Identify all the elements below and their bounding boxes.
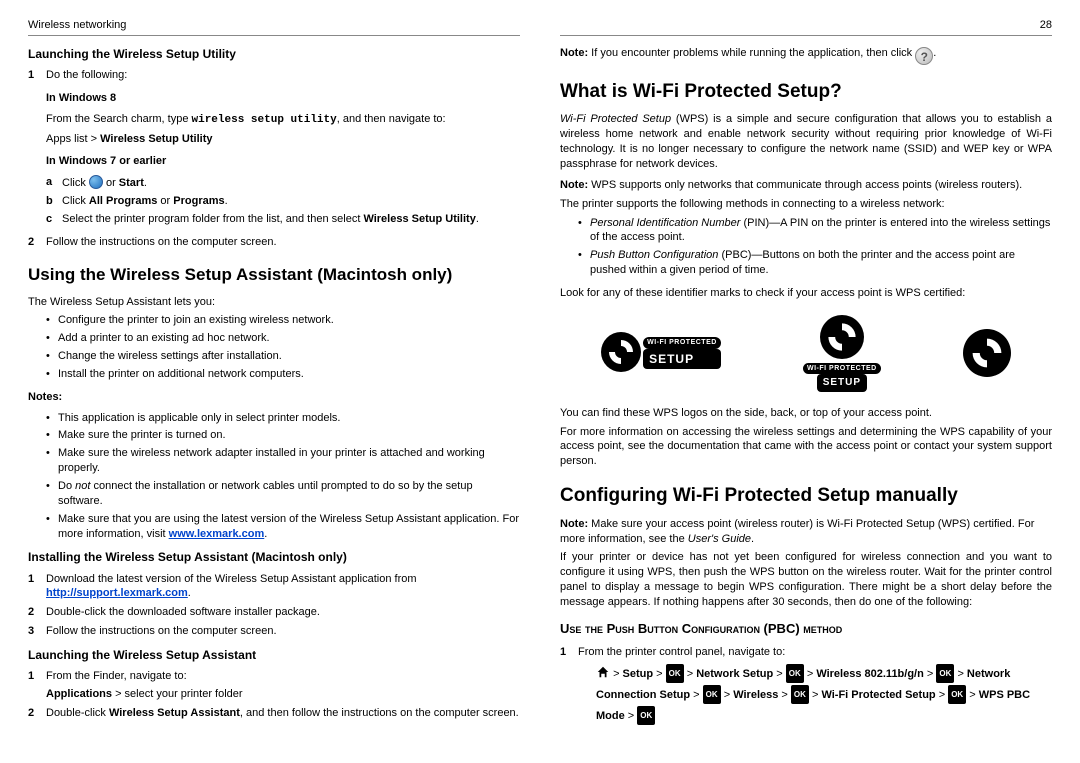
left-column: Wireless networking 28 Launching the Wir… [28, 18, 520, 735]
heading-install-mac: Installing the Wireless Setup Assistant … [28, 549, 520, 565]
wps-logo-row: WI-FI PROTECTED SETUP WI-FI PROTECTED SE… [560, 315, 1052, 392]
note-item: Make sure the printer is turned on. [46, 428, 520, 443]
launch-step: 2 Double-click Wireless Setup Assistant,… [28, 706, 520, 721]
step-2: 2 Follow the instructions on the compute… [28, 235, 520, 250]
page-number: 28 [1040, 18, 1052, 33]
substep-c: c Select the printer program folder from… [46, 212, 520, 227]
cfg-paragraph: If your printer or device has not yet be… [560, 550, 1052, 609]
wps-logo-2: WI-FI PROTECTED SETUP [803, 315, 881, 392]
note-top: Note: If you encounter problems while ru… [560, 46, 1052, 65]
wps-note: Note: WPS supports only networks that co… [560, 178, 1052, 193]
page-header-left: Wireless networking 28 [28, 18, 520, 36]
ok-icon: OK [791, 685, 809, 704]
wps-logos-caption: You can find these WPS logos on the side… [560, 406, 1052, 421]
ok-icon: OK [666, 664, 684, 683]
install-step: 2 Double-click the downloaded software i… [28, 605, 520, 620]
notes-heading: Notes: [28, 390, 520, 405]
ok-icon: OK [948, 685, 966, 704]
win8-line: From the Search charm, type wireless set… [46, 112, 520, 128]
wps-paragraph: Wi-Fi Protected Setup (WPS) is a simple … [560, 112, 1052, 171]
note-item: Make sure the wireless network adapter i… [46, 446, 520, 476]
mac-intro: The Wireless Setup Assistant lets you: [28, 295, 520, 310]
note-item: Make sure that you are using the latest … [46, 512, 520, 542]
wps-methods-intro: The printer supports the following metho… [560, 197, 1052, 212]
launch-step: 1 From the Finder, navigate to: Applicat… [28, 669, 520, 702]
ok-icon: OK [936, 664, 954, 683]
mac-bullet: Change the wireless settings after insta… [46, 349, 520, 364]
win8-path: Apps list > Wireless Setup Utility [46, 132, 520, 147]
help-icon[interactable]: ? [915, 47, 933, 65]
mac-bullet: Add a printer to an existing ad hoc netw… [46, 331, 520, 346]
wps-more-info: For more information on accessing the wi… [560, 425, 1052, 470]
heading-mac-assistant: Using the Wireless Setup Assistant (Maci… [28, 264, 520, 287]
wps-logo-1: WI-FI PROTECTED SETUP [601, 332, 721, 374]
heading-win8: In Windows 8 [46, 91, 520, 106]
heading-launch-utility: Launching the Wireless Setup Utility [28, 46, 520, 62]
wps-method: Personal Identification Number (PIN)—A P… [578, 216, 1052, 246]
heading-what-is-wps: What is Wi-Fi Protected Setup? [560, 79, 1052, 105]
wps-logo-3 [963, 329, 1011, 377]
mac-bullet: Install the printer on additional networ… [46, 367, 520, 382]
note-item: This application is applicable only in s… [46, 411, 520, 426]
start-orb-icon [89, 175, 103, 189]
navigation-path: > Setup > OK > Network Setup > OK > Wire… [596, 664, 1052, 727]
ok-icon: OK [637, 706, 655, 725]
heading-pbc-method: Use the Push Button Configuration (PBC) … [560, 620, 1052, 638]
cfg-note: Note: Make sure your access point (wirel… [560, 517, 1052, 547]
install-step: 3 Follow the instructions on the compute… [28, 624, 520, 639]
heading-configure-wps: Configuring Wi-Fi Protected Setup manual… [560, 483, 1052, 509]
home-icon [596, 665, 610, 679]
step-text: Do the following: [46, 68, 520, 83]
right-column: 28 Note: If you encounter problems while… [560, 18, 1052, 735]
lexmark-link[interactable]: www.lexmark.com [169, 528, 265, 540]
step-1: 1 Do the following: In Windows 8 From th… [28, 68, 520, 231]
install-step: 1 Download the latest version of the Wir… [28, 572, 520, 602]
page-header-right: 28 [560, 18, 1052, 36]
note-item: Do not connect the installation or netwo… [46, 479, 520, 509]
support-link[interactable]: http://support.lexmark.com [46, 587, 188, 599]
substep-b: b Click All Programs or Programs. [46, 194, 520, 209]
substep-a: a Click or Start. [46, 175, 520, 191]
ok-icon: OK [786, 664, 804, 683]
ok-icon: OK [703, 685, 721, 704]
header-title: Wireless networking [28, 18, 126, 33]
step-marker: 1 [28, 68, 46, 231]
wps-method: Push Button Configuration (PBC)—Buttons … [578, 248, 1052, 278]
heading-launch-assistant: Launching the Wireless Setup Assistant [28, 647, 520, 663]
pbc-step: 1 From the printer control panel, naviga… [560, 645, 1052, 727]
wps-cert-intro: Look for any of these identifier marks t… [560, 286, 1052, 301]
heading-win7: In Windows 7 or earlier [46, 154, 520, 169]
mac-bullet: Configure the printer to join an existin… [46, 313, 520, 328]
